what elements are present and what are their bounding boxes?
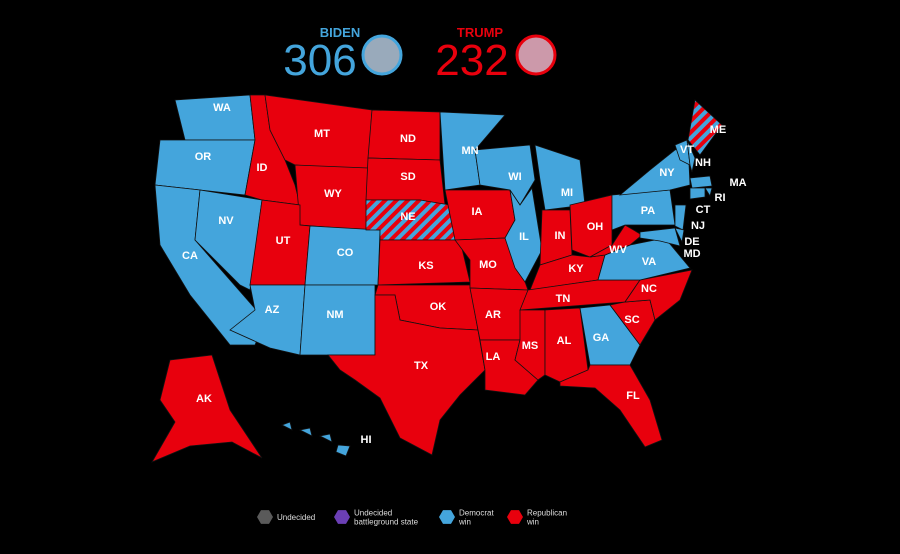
state-label: ND — [400, 133, 416, 145]
legend-label: win — [526, 518, 539, 527]
state-label: MI — [561, 187, 573, 199]
state-label: SD — [400, 171, 415, 183]
state-shape — [704, 187, 713, 198]
state-shape — [689, 175, 713, 189]
state-label: KS — [418, 260, 433, 272]
state-shape — [318, 433, 333, 443]
state-label: IA — [472, 206, 483, 218]
state-label: MA — [729, 177, 746, 189]
candidate-avatar — [515, 34, 557, 76]
legend-label: battleground state — [354, 518, 419, 527]
state-label: IN — [555, 230, 566, 242]
state-label: CT — [696, 204, 711, 216]
candidate-votes: 306 — [283, 36, 356, 85]
state-label: AR — [485, 309, 501, 321]
legend-swatch — [257, 510, 273, 524]
candidate-name: TRUMP — [457, 25, 504, 40]
state-shape — [686, 139, 696, 173]
state-label: RI — [715, 192, 726, 204]
state-label: HI — [361, 434, 372, 446]
state-label: VA — [642, 256, 657, 268]
state-label: TN — [556, 293, 571, 305]
state-label: MT — [314, 128, 330, 140]
state-label: LA — [486, 351, 501, 363]
candidate-avatar — [361, 34, 403, 76]
state-shape — [151, 354, 263, 463]
state-label: KY — [568, 263, 584, 275]
state-label: AL — [557, 335, 572, 347]
state-label: WV — [609, 244, 627, 256]
state-shape — [504, 186, 543, 283]
state-shape — [639, 227, 681, 247]
state-shape — [689, 187, 706, 200]
state-shape — [281, 421, 293, 431]
state-label: AZ — [265, 304, 280, 316]
state-shape — [327, 294, 486, 456]
states — [151, 94, 723, 463]
state-label: WA — [213, 102, 231, 114]
state-label: OK — [430, 301, 447, 313]
legend-label: Democrat — [459, 509, 494, 518]
candidate-name: BIDEN — [320, 25, 360, 40]
state-label: VT — [680, 144, 694, 156]
state-label: MD — [683, 248, 700, 260]
legend-label: win — [458, 518, 471, 527]
state-label: ME — [710, 124, 727, 136]
legend-label: Republican — [527, 509, 567, 518]
state-shape — [674, 227, 685, 244]
legend-swatch — [334, 510, 350, 524]
state-label: NE — [400, 211, 415, 223]
state-label: PA — [641, 205, 656, 217]
state-label: WY — [324, 188, 342, 200]
legend-swatch — [507, 510, 523, 524]
state-label: NY — [659, 167, 675, 179]
state-shape — [559, 364, 663, 448]
state-label: GA — [593, 332, 610, 344]
state-label: CA — [182, 250, 198, 262]
state-label: IL — [519, 231, 529, 243]
state-label: NJ — [691, 220, 705, 232]
state-labels: WA OR CA NV ID MT WY UT CO AZ NM ND SD NE KS OK TX MN IA MO… — [182, 102, 747, 446]
state-label: DE — [684, 236, 699, 248]
state-label: ID — [257, 162, 268, 174]
state-label: OR — [195, 151, 212, 163]
state-label: FL — [626, 390, 640, 402]
state-label: OH — [587, 221, 604, 233]
state-label: MN — [461, 145, 478, 157]
state-label: SC — [624, 314, 639, 326]
legend-label: Undecided — [354, 509, 392, 518]
state-shape — [534, 144, 586, 211]
state-label: TX — [414, 360, 429, 372]
state-shape — [194, 189, 263, 291]
state-shape — [298, 427, 313, 437]
state-label: NV — [218, 215, 234, 227]
state-label: MO — [479, 259, 497, 271]
candidate-votes: 232 — [435, 36, 508, 85]
state-label: NH — [695, 157, 711, 169]
state-shape — [579, 304, 641, 366]
state-label: WI — [508, 171, 521, 183]
state-shape — [154, 139, 256, 196]
state-label: UT — [276, 235, 291, 247]
state-label: NM — [326, 309, 343, 321]
state-label: CO — [337, 247, 354, 259]
state-label: NC — [641, 283, 657, 295]
legend-label: Undecided — [277, 513, 315, 522]
state-shape — [687, 99, 723, 156]
state-label: MS — [522, 340, 539, 352]
legend-swatch — [439, 510, 455, 524]
state-label: AK — [196, 393, 212, 405]
header: BIDEN 306 TRUMP 232 — [283, 25, 557, 85]
state-shape — [335, 444, 351, 457]
